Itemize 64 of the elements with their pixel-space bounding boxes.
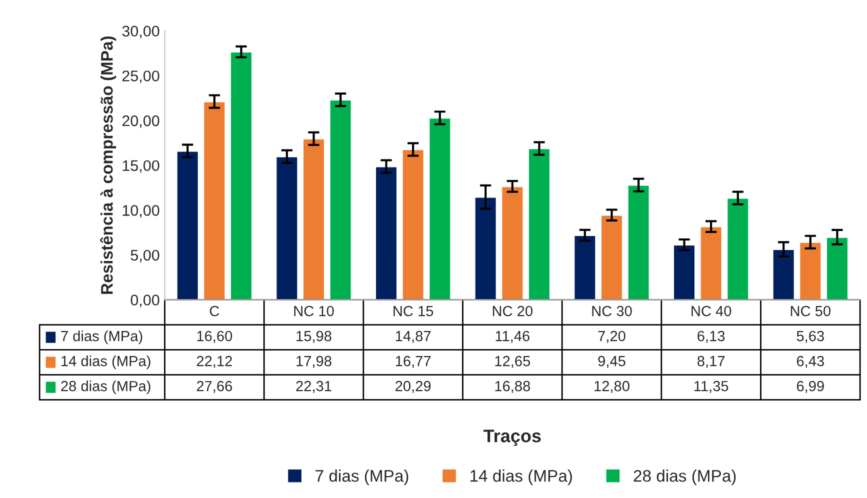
data-label: 7,20 <box>598 330 626 343</box>
data-label: 5,63 <box>796 330 824 343</box>
text: 7 dias (MPa) <box>316 470 408 486</box>
bar <box>573 234 597 300</box>
y-tick-label: 20,00 <box>122 115 160 128</box>
data-label: 16,88 <box>495 380 530 393</box>
data-label: 22,31 <box>296 380 332 393</box>
y-tick-label: 15,00 <box>122 160 160 173</box>
bar <box>798 241 822 300</box>
legend-label: 28 dias (MPa) <box>61 380 150 394</box>
data-label: 11,35 <box>694 380 728 393</box>
bar <box>672 244 696 300</box>
data-label: 11,46 <box>496 330 530 343</box>
x-tick-label: NC 15 <box>394 306 434 316</box>
x-tick-label: NC 50 <box>790 306 830 316</box>
x-tick-label: NC 20 <box>492 306 532 316</box>
x-tick-label: NC 40 <box>692 306 732 316</box>
data-label: 8,17 <box>698 356 725 368</box>
data-label: 27,66 <box>196 380 232 393</box>
x-tick-label: C <box>210 306 220 316</box>
text: Traços <box>483 430 541 446</box>
bar <box>302 138 326 300</box>
bar <box>374 166 398 300</box>
data-label: 20,29 <box>396 380 431 393</box>
bar <box>230 51 253 300</box>
y-axis-title: Resistência à compressão (MPa) <box>100 36 116 294</box>
bar <box>626 184 650 300</box>
bar <box>600 214 624 300</box>
bar <box>528 148 551 300</box>
y-tick-label: 30,00 <box>122 26 160 38</box>
data-label: 15,98 <box>296 330 332 343</box>
data-label: 6,43 <box>796 356 824 368</box>
bar <box>772 248 796 300</box>
data-label: 6,99 <box>796 380 824 393</box>
y-tick-label: 25,00 <box>122 70 160 84</box>
data-label: 22,12 <box>196 356 232 368</box>
data-label: 12,80 <box>594 380 630 393</box>
y-tick-label: 0,00 <box>130 294 160 308</box>
x-tick-label: NC 30 <box>592 306 632 316</box>
data-label: 9,45 <box>598 356 626 368</box>
data-label: 16,77 <box>396 356 431 368</box>
bar <box>202 100 226 300</box>
text: 28 dias (MPa) <box>634 470 736 486</box>
y-tick-label: 5,00 <box>130 250 160 262</box>
bar <box>328 99 352 300</box>
y-tick-label: 10,00 <box>122 205 160 218</box>
bar <box>275 156 299 300</box>
bar <box>726 197 750 300</box>
bar <box>176 150 200 300</box>
data-label: 16,60 <box>197 330 232 343</box>
bar <box>401 148 425 300</box>
x-tick-label: NC 10 <box>294 306 334 316</box>
bar <box>500 186 524 300</box>
bar <box>826 236 849 300</box>
legend-label: 14 dias (MPa) <box>62 356 150 370</box>
data-label: 6,13 <box>698 330 725 343</box>
bar <box>474 196 498 300</box>
text: 14 dias (MPa) <box>470 470 572 486</box>
legend-label: 7 dias (MPa) <box>61 330 142 344</box>
data-label: 14,87 <box>396 330 431 343</box>
data-label: 17,98 <box>296 356 332 368</box>
data-label: 12,65 <box>495 356 530 368</box>
bar <box>699 226 723 300</box>
bar <box>428 117 452 300</box>
